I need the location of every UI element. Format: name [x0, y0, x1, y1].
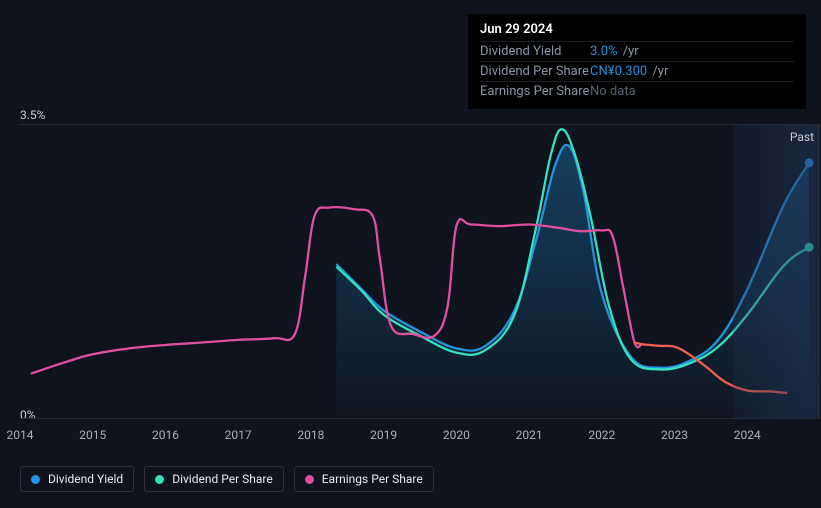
- x-tick-label: 2018: [297, 428, 324, 442]
- tooltip-row-label: Dividend Per Share: [480, 64, 590, 79]
- tooltip-date: Jun 29 2024: [480, 22, 794, 41]
- tooltip-panel: Jun 29 2024 Dividend Yield3.0% /yrDivide…: [468, 14, 806, 109]
- x-tick-label: 2022: [588, 428, 615, 442]
- legend-label: Earnings Per Share: [322, 472, 423, 486]
- legend-label: Dividend Per Share: [172, 472, 273, 486]
- tooltip-row-label: Dividend Yield: [480, 44, 590, 59]
- legend-item[interactable]: Dividend Yield: [20, 466, 134, 492]
- x-tick-label: 2024: [734, 428, 761, 442]
- x-tick-label: 2020: [443, 428, 470, 442]
- tooltip-row: Dividend Yield3.0% /yr: [480, 41, 794, 61]
- tooltip-row-value: CN¥0.300 /yr: [590, 64, 668, 79]
- tooltip-row-unit: /yr: [649, 64, 668, 79]
- x-tick-label: 2019: [370, 428, 397, 442]
- plot-area[interactable]: [20, 124, 820, 419]
- tooltip-row-label: Earnings Per Share: [480, 84, 590, 99]
- tooltip-row-value: No data: [590, 84, 636, 99]
- y-tick-top: 3.5%: [20, 108, 45, 122]
- legend-item[interactable]: Dividend Per Share: [144, 466, 284, 492]
- legend: Dividend Yield Dividend Per Share Earnings…: [20, 466, 434, 492]
- past-label: Past: [790, 130, 814, 144]
- chart-svg: [20, 125, 820, 419]
- future-band: [733, 125, 820, 418]
- tooltip-row-value: 3.0% /yr: [590, 44, 639, 59]
- legend-label: Dividend Yield: [48, 472, 123, 486]
- x-tick-label: 2014: [7, 428, 34, 442]
- x-tick-label: 2015: [79, 428, 106, 442]
- x-tick-label: 2023: [661, 428, 688, 442]
- legend-dot-icon: [305, 475, 314, 484]
- tooltip-row: Earnings Per ShareNo data: [480, 81, 794, 101]
- legend-dot-icon: [155, 475, 164, 484]
- chart: 3.5% 0% Past 201420152016201720182019202…: [20, 108, 820, 448]
- x-axis: 2014201520162017201820192020202120222023…: [20, 428, 820, 448]
- x-tick-label: 2021: [516, 428, 543, 442]
- tooltip-row: Dividend Per ShareCN¥0.300 /yr: [480, 61, 794, 81]
- tooltip-row-unit: /yr: [620, 44, 639, 59]
- x-tick-label: 2017: [225, 428, 252, 442]
- legend-dot-icon: [31, 475, 40, 484]
- legend-item[interactable]: Earnings Per Share: [294, 466, 434, 492]
- x-tick-label: 2016: [152, 428, 179, 442]
